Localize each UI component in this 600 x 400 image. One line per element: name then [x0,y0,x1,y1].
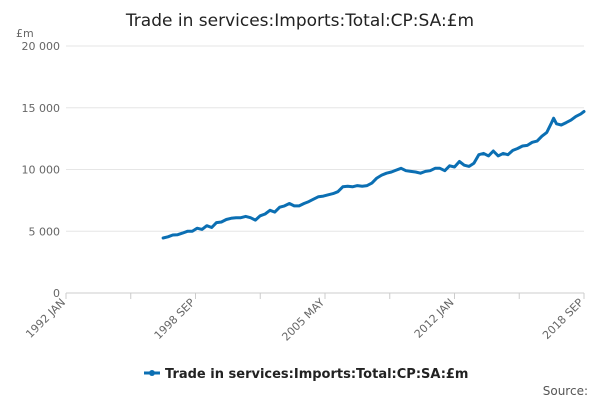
series-line [161,110,586,240]
x-axis: 1992 JAN 1998 SEP 2005 MAY 2012 JAN 2018 SEP [23,293,586,344]
y-tick-label: 0 [53,287,60,300]
legend[interactable]: Trade in services:Imports:Total:CP:SA:£m [144,367,468,382]
chart-title: Trade in services:Imports:Total:CP:SA:£m [125,11,474,31]
source-label: Source: [543,384,588,398]
x-tick-label: 1998 SEP [152,296,198,342]
y-axis-tick-labels: 0 5 000 10 000 15 000 20 000 [22,40,61,300]
legend-label: Trade in services:Imports:Total:CP:SA:£m [165,367,468,382]
y-axis-unit-label: £m [16,27,34,40]
x-tick-label: 1992 JAN [23,296,68,341]
y-tick-label: 5 000 [29,225,61,238]
gridlines [66,45,584,294]
y-tick-label: 20 000 [22,40,61,53]
x-tick-label: 2018 SEP [540,296,586,342]
x-tick-label: 2005 MAY [279,296,327,344]
legend-marker-icon [149,370,155,376]
series-lines [161,110,586,240]
y-tick-label: 10 000 [22,164,61,177]
y-tick-label: 15 000 [22,102,61,115]
x-tick-label: 2012 JAN [412,296,457,341]
